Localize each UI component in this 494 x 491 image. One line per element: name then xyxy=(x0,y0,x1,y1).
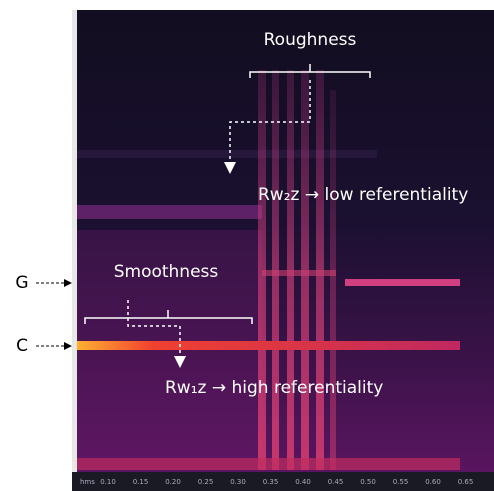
time-tick-label: 0.60 xyxy=(425,478,441,486)
time-tick-label: 0.65 xyxy=(458,478,474,486)
time-tick-label: 0.25 xyxy=(198,478,214,486)
time-tick-label: 0.35 xyxy=(263,478,279,486)
time-tick-label: 0.50 xyxy=(360,478,376,486)
time-tick-label: 0.15 xyxy=(133,478,149,486)
time-axis: 0.10 0.15 0.20 0.25 0.30 0.35 0.40 0.45 0.50 0.55… xyxy=(100,478,473,486)
note-arrows xyxy=(36,279,72,350)
smoothness-label: Smoothness xyxy=(114,262,219,282)
time-tick-label: 0.40 xyxy=(295,478,311,486)
time-unit: hms xyxy=(80,478,95,486)
roughness-annotation xyxy=(84,64,371,368)
smoothness-result: Rw₁z → high referentiality xyxy=(165,378,383,398)
spectrogram xyxy=(72,10,494,491)
time-tick-label: 0.30 xyxy=(230,478,246,486)
time-tick-label: 0.55 xyxy=(393,478,409,486)
time-tick-label: 0.45 xyxy=(328,478,344,486)
time-tick-label: 0.20 xyxy=(165,478,181,486)
roughness-label: Roughness xyxy=(264,30,357,50)
note-label: G xyxy=(15,273,28,293)
note-label: C xyxy=(16,336,28,356)
time-tick-label: 0.10 xyxy=(100,478,116,486)
roughness-result: Rw₂z → low referentiality xyxy=(258,185,468,205)
